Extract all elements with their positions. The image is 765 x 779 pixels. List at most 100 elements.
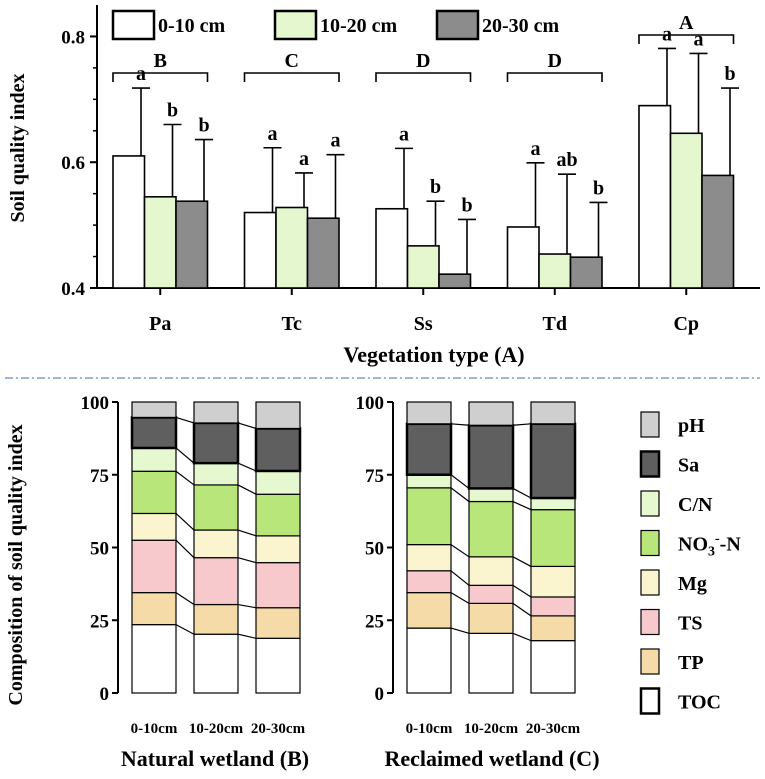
stacked-segment-no3n bbox=[255, 493, 301, 537]
stacked-segment-tp bbox=[193, 603, 239, 635]
stacked-category-label: 20-30cm bbox=[526, 721, 581, 737]
stacked-y-tick-label: 25 bbox=[90, 611, 109, 632]
composition-legend: pH Sa C/N NO3--N Mg TS TP TOC bbox=[639, 411, 741, 715]
stacked-connector bbox=[175, 624, 195, 635]
panel-a-significance-letter: a bbox=[399, 123, 409, 145]
stacked-segment-cn bbox=[193, 462, 239, 486]
stacked-segment-tp bbox=[530, 615, 576, 642]
panel-a-category-label: Td bbox=[543, 313, 567, 335]
panel-a-legend-label: 0-10 cm bbox=[158, 15, 226, 37]
stacked-segment-mg bbox=[406, 543, 452, 572]
stacked-segment-ts bbox=[468, 584, 514, 604]
panel-a-bar bbox=[438, 273, 472, 289]
stacked-y-tick-label: 75 bbox=[90, 466, 109, 487]
composition-legend-label: NO3--N bbox=[678, 532, 741, 560]
composition-legend-swatch bbox=[640, 529, 660, 557]
panel-a-significance-letter: b bbox=[593, 177, 604, 199]
stacked-segment-cn bbox=[468, 487, 514, 503]
stacked-connector bbox=[175, 470, 195, 486]
stacked-segment-sa bbox=[254, 427, 302, 473]
stacked-segment-mg bbox=[131, 512, 177, 541]
panel-a-bar bbox=[175, 200, 209, 289]
stacked-connector bbox=[512, 556, 532, 567]
panel-a-group-bracket bbox=[638, 34, 735, 44]
panel-a-group-bracket bbox=[506, 72, 603, 82]
stacked-segment-tp bbox=[131, 592, 177, 626]
stacked-segment-cn bbox=[530, 497, 576, 511]
panel-a-significance-letter: b bbox=[430, 176, 441, 198]
composition-legend-label: Mg bbox=[678, 573, 707, 595]
stacked-category-label: 20-30cm bbox=[251, 721, 306, 737]
composition-legend-label: C/N bbox=[678, 494, 713, 516]
panel-a-category-label: Tc bbox=[282, 313, 303, 335]
panel-a-category-label: Pa bbox=[149, 313, 171, 335]
stacked-segment-sa bbox=[130, 416, 178, 450]
panel-a-bar bbox=[306, 217, 340, 289]
panel-a-y-axis-label: Soil quality index bbox=[7, 74, 29, 223]
stacked-segment-toc bbox=[255, 637, 301, 694]
stacked-segment-cn bbox=[255, 470, 301, 495]
stacked-connector bbox=[175, 513, 195, 531]
stacked-segment-mg bbox=[193, 529, 239, 559]
stacked-connector bbox=[450, 544, 470, 558]
panel-a-legend-swatch bbox=[111, 9, 156, 41]
panel-a-significance-letter: ab bbox=[556, 149, 577, 171]
panel-a-significance-letter: a bbox=[268, 123, 278, 145]
composition-legend-label: pH bbox=[678, 415, 705, 437]
stacked-connector bbox=[512, 632, 532, 642]
stacked-connector bbox=[450, 423, 470, 426]
panel-a-significance-letter: a bbox=[531, 138, 541, 160]
composition-legend-label: Sa bbox=[678, 455, 699, 477]
stacked-segment-ts bbox=[530, 596, 576, 617]
stacked-connector bbox=[450, 487, 470, 502]
panel-a-group-bracket bbox=[112, 72, 209, 82]
composition-legend-label: TS bbox=[678, 613, 702, 635]
stacked-segment-ph bbox=[193, 401, 239, 424]
composition-legend-swatch bbox=[640, 648, 660, 675]
stacked-segment-no3n bbox=[530, 509, 576, 568]
panel-a-y-tick-label: 0.8 bbox=[61, 27, 85, 48]
stacked-y-tick-label: 50 bbox=[90, 539, 109, 560]
composition-legend-swatch bbox=[639, 687, 661, 715]
panel-a-category-label: Ss bbox=[414, 313, 433, 335]
panel-a-bar bbox=[112, 155, 146, 289]
stacked-segment-toc bbox=[406, 627, 452, 694]
stacked-segment-sa bbox=[405, 422, 453, 477]
panel-a-bar bbox=[406, 245, 440, 289]
stacked-segment-cn bbox=[406, 474, 452, 489]
panel-a-legend-swatch bbox=[435, 9, 480, 41]
stacked-connector bbox=[237, 484, 257, 495]
stacked-connector bbox=[237, 422, 257, 430]
stacked-connector bbox=[512, 602, 532, 617]
stacked-segment-mg bbox=[468, 556, 514, 586]
panel-a-legend-label: 10-20 cm bbox=[320, 15, 398, 37]
stacked-category-label: 0-10cm bbox=[406, 721, 453, 737]
panel-a-bar bbox=[538, 253, 572, 289]
panel-a-group-letter: A bbox=[679, 12, 694, 34]
stacked-connector bbox=[175, 447, 195, 464]
panel-a-group-bracket bbox=[243, 72, 340, 82]
stacked-connector bbox=[175, 539, 195, 559]
panel-a-significance-letter: a bbox=[331, 130, 341, 152]
composition-legend-swatch bbox=[640, 490, 660, 517]
stacked-segment-sa bbox=[467, 424, 515, 490]
panel-a-significance-letter: a bbox=[136, 63, 146, 85]
stacked-connector bbox=[512, 423, 532, 426]
stacked-y-tick-label: 75 bbox=[365, 466, 384, 487]
stacked-segment-cn bbox=[131, 447, 177, 472]
panel-a-significance-letter: b bbox=[724, 63, 735, 85]
stacked-y-tick-label: 50 bbox=[365, 539, 384, 560]
stacked-connector bbox=[450, 592, 470, 604]
stacked-segment-tp bbox=[406, 592, 452, 629]
stacked-category-label: 10-20cm bbox=[189, 721, 244, 737]
stacked-segment-no3n bbox=[131, 470, 177, 515]
stacked-segment-no3n bbox=[468, 500, 514, 558]
stacked-connector bbox=[237, 603, 257, 609]
panel-a-bar bbox=[569, 256, 603, 289]
stacked-segment-tp bbox=[255, 607, 301, 639]
panel-a-significance-letter: a bbox=[299, 148, 309, 170]
stacked-segment-toc bbox=[468, 632, 514, 694]
stacked-segment-ts bbox=[193, 557, 239, 606]
composition-legend-swatch bbox=[640, 569, 660, 596]
